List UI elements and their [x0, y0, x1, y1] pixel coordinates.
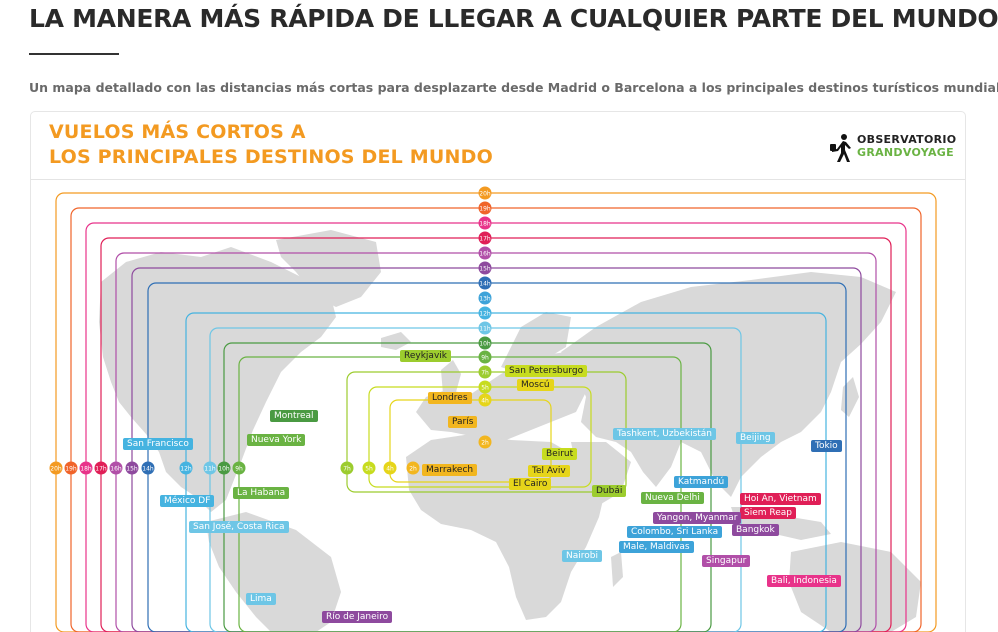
destination-label: Nairobi [562, 550, 602, 562]
article-subtitle: Un mapa detallado con las distancias más… [29, 80, 998, 95]
destination-label: Moscú [517, 379, 554, 391]
route-frame [100, 237, 892, 632]
hour-dot-row-18h: 18h [79, 461, 93, 475]
destination-label: México DF [160, 495, 215, 507]
destination-label: Hoi An, Vietnam [740, 493, 821, 505]
south-america-landmass [206, 512, 341, 632]
iceland-landmass [381, 332, 411, 350]
britain-landmass [441, 360, 461, 394]
hour-dot-row-10h: 10h [217, 461, 231, 475]
hour-dot-row-12h: 12h [179, 461, 193, 475]
hour-dot-row-7h: 7h [340, 461, 354, 475]
destination-label: Reykjavik [400, 350, 451, 362]
destination-label: Singapur [702, 555, 751, 567]
route-frame [70, 207, 922, 632]
australia-landmass [789, 542, 921, 632]
destination-label: Nueva Delhi [641, 492, 704, 504]
destination-label: Beijing [736, 432, 775, 444]
destination-label: Montreal [270, 410, 318, 422]
destination-label: Tel Aviv [528, 465, 570, 477]
headline-underline [29, 53, 119, 55]
hour-dot-row-15h: 15h [125, 461, 139, 475]
hour-dot-20h: 20h [478, 186, 492, 200]
destination-label: Yangon, Myanmar [653, 512, 742, 524]
hour-dot-18h: 18h [478, 216, 492, 230]
destination-label: París [448, 416, 478, 428]
destination-label: Tashkent, Uzbekistán [613, 428, 717, 440]
destination-label: Male, Maldivas [619, 541, 694, 553]
brand-name-line2: GRANDVOYAGE [857, 146, 954, 159]
hour-dot-row-11h: 11h [203, 461, 217, 475]
destination-label: Siem Reap [740, 507, 796, 519]
hour-dot-13h: 13h [478, 291, 492, 305]
hour-dot-12h: 12h [478, 306, 492, 320]
destination-label: San José, Costa Rica [189, 521, 289, 533]
hour-scale-horizontal: 20h 19h 18h 17h 16h 15h 14h 12h 11h 10h 9h 7h 5h 4h 2h [49, 461, 420, 475]
africa-landmass [406, 434, 606, 620]
brand-name-line1: OBSERVATORIO [857, 133, 957, 146]
hour-dot-row-9h: 9h [232, 461, 246, 475]
hour-dot-19h: 19h [478, 201, 492, 215]
route-frame [55, 192, 937, 632]
hour-dot-4h: 4h [478, 393, 492, 407]
hour-dot-row-17h: 17h [94, 461, 108, 475]
destination-label: Lima [246, 593, 276, 605]
infographic-title-line1: VUELOS MÁS CORTOS A [49, 121, 306, 143]
destination-label: Bangkok [732, 524, 779, 536]
traveler-icon [830, 134, 851, 162]
hour-dot-row-5h: 5h [362, 461, 376, 475]
japan-landmass [841, 377, 859, 417]
hour-dot-9h: 9h [478, 350, 492, 364]
hour-dot-15h: 15h [478, 261, 492, 275]
destination-label: Londres [428, 392, 472, 404]
destination-label: Dubái [592, 485, 627, 497]
route-frame [131, 267, 862, 632]
route-frame [209, 327, 742, 632]
hour-dot-row-16h: 16h [109, 461, 123, 475]
hour-dot-row-2h: 2h [406, 461, 420, 475]
hour-dot-17h: 17h [478, 231, 492, 245]
destination-label: La Habana [233, 487, 290, 499]
infographic-title-line2: LOS PRINCIPALES DESTINOS DEL MUNDO [49, 146, 493, 168]
hour-dot-row-4h: 4h [383, 461, 397, 475]
hour-dot-row-20h: 20h [49, 461, 63, 475]
hour-dot-10h: 10h [478, 336, 492, 350]
destination-label: Río de Janeiro [322, 611, 393, 623]
destination-label: Colombo, Sri Lanka [627, 526, 723, 538]
route-map: 20h19h18h17h16h15h14h13h12h11h10h9h7h5h4… [49, 186, 937, 632]
destination-label: Beirut [542, 448, 578, 460]
destination-label: Nueva York [247, 434, 306, 446]
destination-label: Marrakech [422, 464, 478, 476]
hour-dot-5h: 5h [478, 380, 492, 394]
destination-label: Katmandú [674, 476, 729, 488]
hour-dot-row-19h: 19h [64, 461, 78, 475]
infographic-card: VUELOS MÁS CORTOS A LOS PRINCIPALES DEST… [30, 111, 966, 632]
destination-label: San Petersburgo [505, 365, 588, 377]
hour-dot-11h: 11h [478, 321, 492, 335]
hour-dot-7h: 7h [478, 365, 492, 379]
hour-dot-16h: 16h [478, 246, 492, 260]
hour-dot-row-14h: 14h [141, 461, 155, 475]
destination-label: El Cairo [509, 478, 552, 490]
madagascar-landmass [611, 552, 623, 587]
destination-label: Bali, Indonesia [767, 575, 841, 587]
article-headline: LA MANERA MÁS RÁPIDA DE LLEGAR A CUALQUI… [29, 4, 998, 33]
world-map [99, 230, 921, 632]
destination-label: San Francisco [123, 438, 193, 450]
route-frame [115, 252, 877, 632]
header-divider [31, 179, 965, 180]
destination-label: Tokio [811, 440, 842, 452]
route-frame [147, 282, 847, 632]
hour-dot-14h: 14h [478, 276, 492, 290]
brand-logo: OBSERVATORIO GRANDVOYAGE [829, 133, 956, 163]
route-frame [85, 222, 907, 632]
hour-dot-2h: 2h [478, 435, 492, 449]
